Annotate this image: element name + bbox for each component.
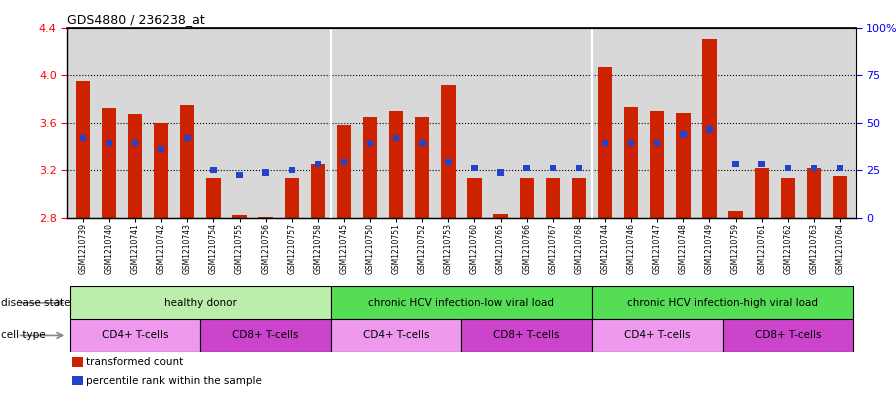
Bar	[549, 165, 556, 171]
Bar	[676, 113, 691, 218]
Bar	[184, 135, 191, 141]
Text: GDS4880 / 236238_at: GDS4880 / 236238_at	[67, 13, 205, 26]
Bar	[441, 84, 455, 218]
Bar	[340, 159, 347, 165]
Bar	[468, 178, 482, 218]
Bar	[80, 135, 86, 141]
Bar	[415, 117, 429, 218]
Bar	[728, 211, 743, 218]
Bar	[576, 165, 582, 171]
Bar	[837, 165, 843, 171]
Bar	[572, 178, 586, 218]
Bar	[154, 123, 168, 218]
Bar	[363, 117, 377, 218]
Bar	[237, 172, 243, 178]
Bar	[722, 319, 853, 352]
Bar	[471, 165, 478, 171]
Bar	[602, 140, 608, 146]
Bar	[419, 140, 426, 146]
Bar	[520, 178, 534, 218]
Bar	[702, 39, 717, 218]
Bar	[494, 214, 508, 218]
Text: healthy donor: healthy donor	[164, 298, 237, 308]
Text: chronic HCV infection-high viral load: chronic HCV infection-high viral load	[627, 298, 818, 308]
Bar	[546, 178, 560, 218]
Bar	[75, 81, 90, 218]
Bar	[70, 319, 201, 352]
Bar	[806, 168, 821, 218]
Bar	[389, 111, 403, 218]
Text: CD4+ T-cells: CD4+ T-cells	[363, 331, 429, 340]
Bar	[497, 169, 504, 176]
Bar	[158, 145, 165, 152]
Bar	[331, 286, 592, 319]
Bar	[311, 164, 325, 218]
Bar	[132, 140, 138, 146]
Text: disease state: disease state	[1, 298, 71, 308]
Bar	[592, 286, 853, 319]
Text: CD4+ T-cells: CD4+ T-cells	[102, 331, 168, 340]
Bar	[366, 140, 374, 146]
Bar	[650, 111, 665, 218]
Bar	[654, 140, 660, 146]
Bar	[128, 114, 142, 218]
Bar	[201, 319, 331, 352]
Bar	[628, 140, 634, 146]
Text: CD4+ T-cells: CD4+ T-cells	[624, 331, 691, 340]
Bar	[337, 125, 351, 218]
Text: cell type: cell type	[1, 331, 46, 340]
Bar	[732, 161, 739, 167]
Bar	[758, 161, 765, 167]
Bar	[592, 319, 722, 352]
Bar	[70, 286, 331, 319]
Bar	[780, 178, 795, 218]
Text: CD8+ T-cells: CD8+ T-cells	[232, 331, 299, 340]
Bar	[706, 127, 712, 133]
Text: percentile rank within the sample: percentile rank within the sample	[86, 376, 262, 386]
Bar	[624, 107, 638, 218]
Bar	[258, 217, 272, 218]
Bar	[445, 159, 452, 165]
Bar	[811, 165, 817, 171]
Bar	[106, 140, 112, 146]
Bar	[289, 167, 295, 173]
Bar	[211, 167, 217, 173]
Bar	[598, 67, 612, 218]
Bar	[785, 165, 791, 171]
Bar	[232, 215, 246, 218]
Bar	[833, 176, 848, 218]
Bar	[180, 105, 194, 218]
Bar	[523, 165, 530, 171]
Bar	[206, 178, 220, 218]
Text: CD8+ T-cells: CD8+ T-cells	[754, 331, 821, 340]
Bar	[393, 135, 400, 141]
Text: chronic HCV infection-low viral load: chronic HCV infection-low viral load	[368, 298, 555, 308]
Bar	[102, 108, 116, 218]
Text: CD8+ T-cells: CD8+ T-cells	[494, 331, 560, 340]
Bar	[461, 319, 592, 352]
Bar	[263, 169, 269, 176]
Bar	[314, 161, 321, 167]
Bar	[754, 168, 769, 218]
Bar	[331, 319, 461, 352]
Bar	[680, 131, 686, 138]
Text: transformed count: transformed count	[86, 357, 184, 367]
Bar	[285, 178, 299, 218]
